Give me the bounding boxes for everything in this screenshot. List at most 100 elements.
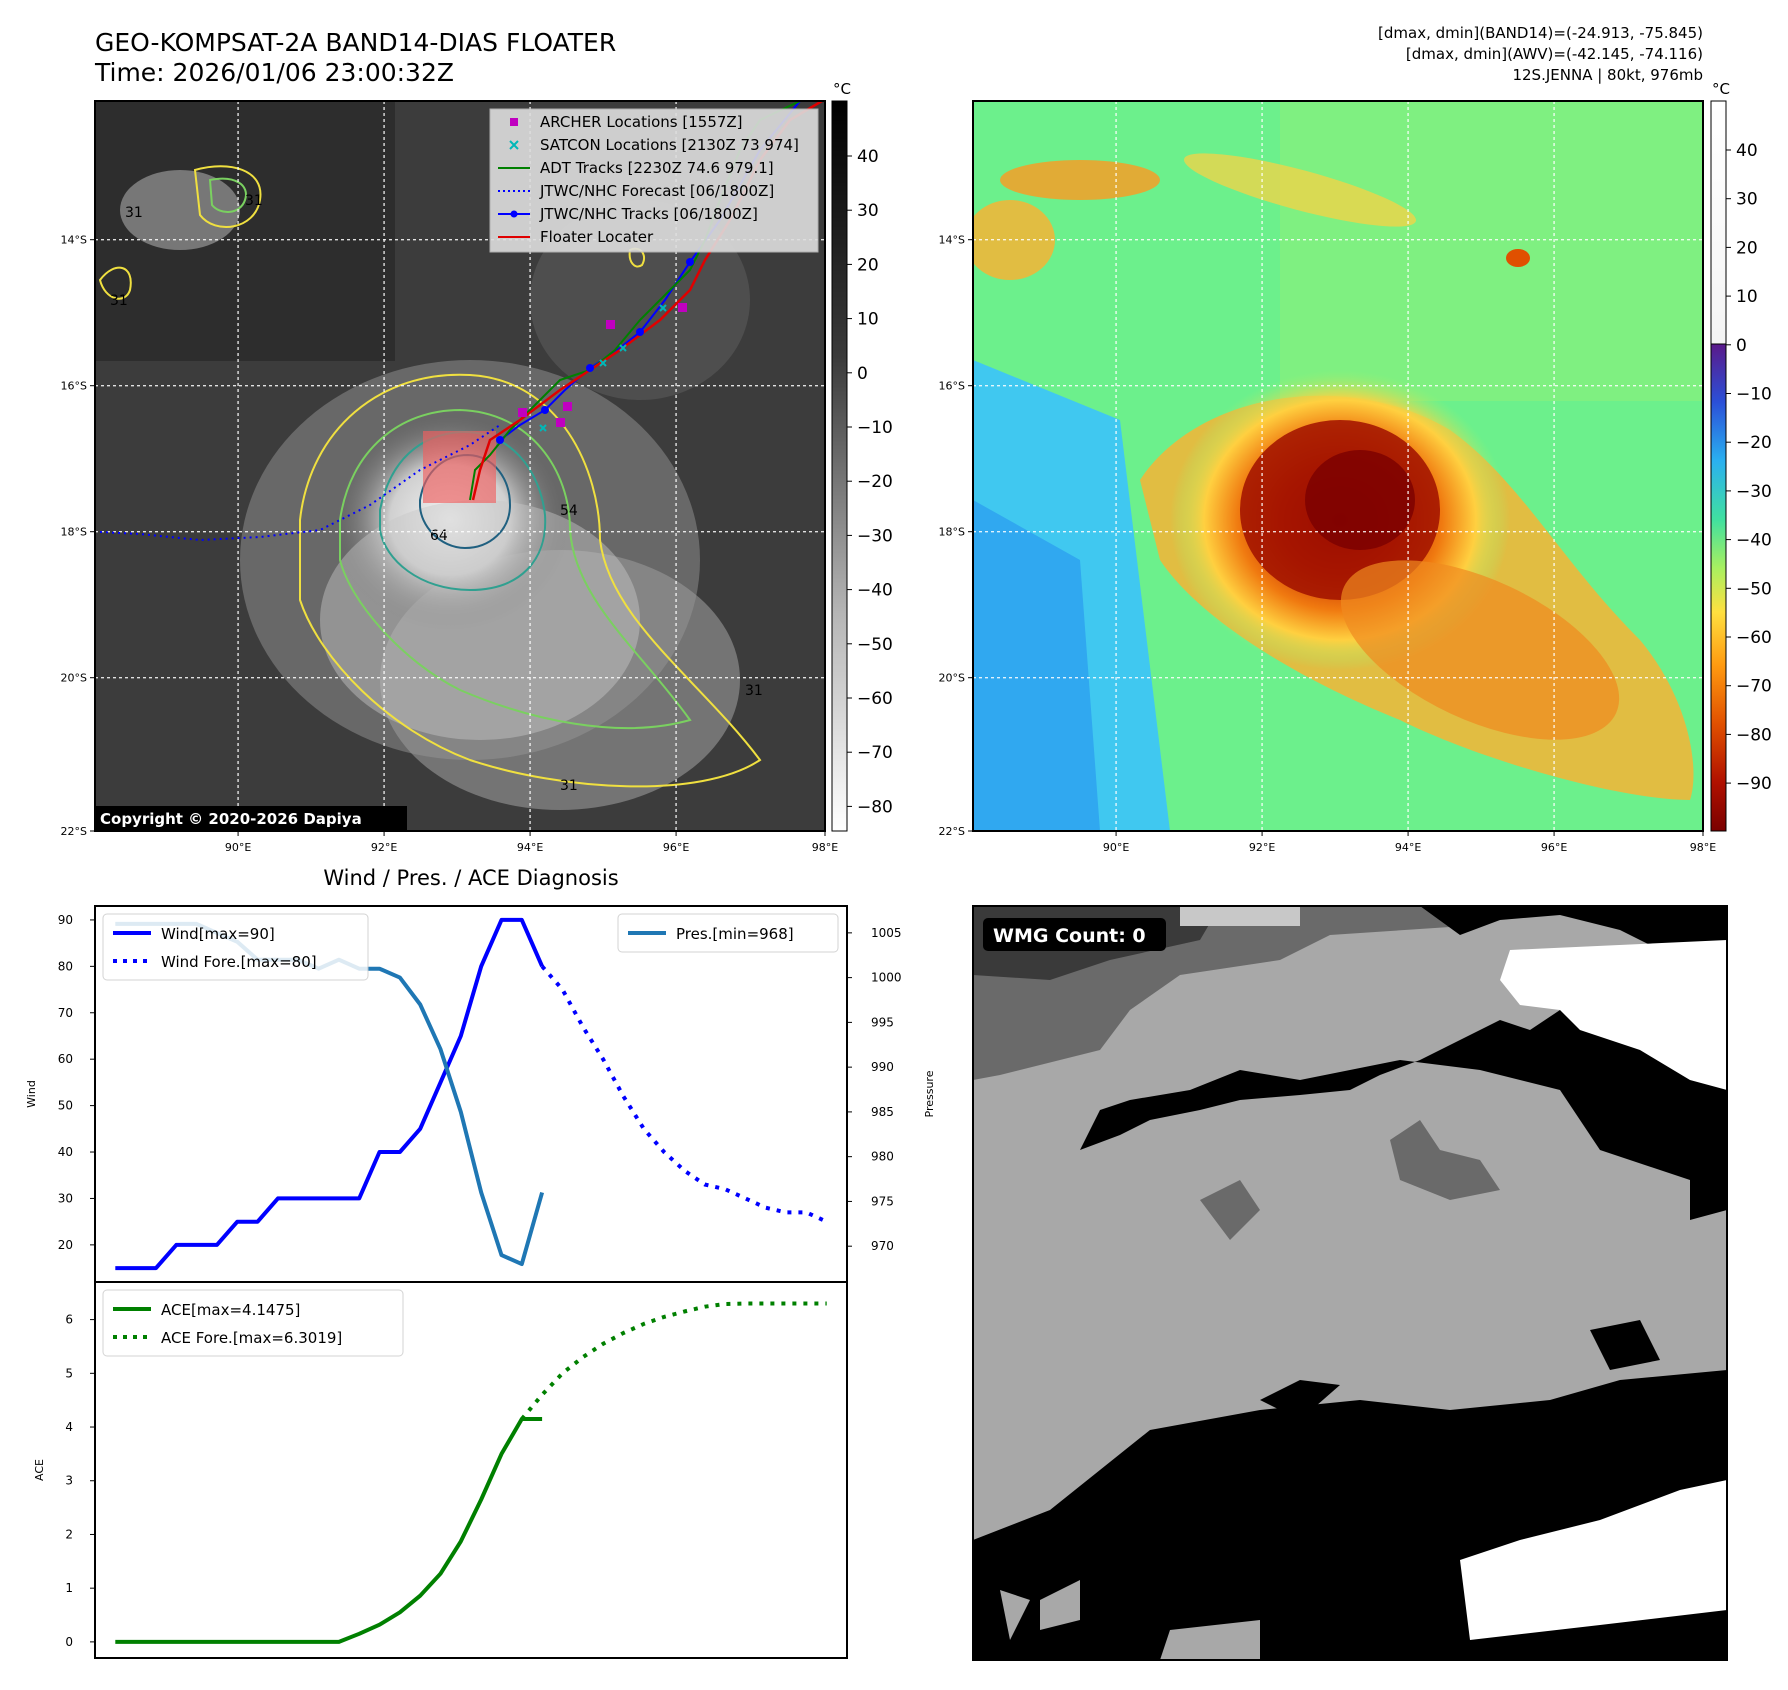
colorbar-tick-label: −10 [857, 418, 893, 438]
series-line [115, 917, 544, 1271]
colorbar-tick-label: −50 [1736, 579, 1772, 599]
colorbar-tick-label: −40 [1736, 531, 1772, 551]
legend-marker-square [510, 118, 518, 126]
awv-colorbar-top [1710, 100, 1727, 345]
colorbar-tick-label: −60 [1736, 628, 1772, 648]
ir-map-panel: 31 31 31 54 64 31 31 31 [61, 80, 893, 854]
jtwc-forecast-track [99, 424, 501, 542]
lat-tick-label: 22°S [939, 825, 965, 838]
diagnosis-title: Wind / Pres. / ACE Diagnosis [323, 866, 618, 890]
colorbar-tick-label: −60 [857, 689, 893, 709]
lat-tick-label: 20°S [61, 672, 87, 685]
satcon-points [539, 304, 667, 432]
chart-legend-label: Wind Fore.[max=80] [161, 953, 317, 971]
chart-legend-box [617, 913, 839, 953]
y-tick-label: 3 [65, 1474, 73, 1488]
legend-label: ARCHER Locations [1557Z] [540, 113, 743, 131]
colorbar-tick-label: −40 [857, 581, 893, 601]
lat-tick-label: 18°S [61, 526, 87, 539]
y2-tick-label: 985 [871, 1105, 894, 1119]
wind-pressure-chart: 20 30 40 50 60 70 80 90 970 975 980 985 990 995 1000 10… [58, 905, 902, 1283]
y2-tick-label: 1005 [871, 926, 902, 940]
colorbar-tick-label: 10 [857, 310, 879, 330]
legend-marker-dot [510, 210, 518, 218]
contour-label: 31 [560, 778, 578, 794]
legend-marker-x [509, 140, 519, 150]
chart-legend-box [102, 1289, 404, 1357]
wmg-count-badge [983, 918, 1166, 951]
y2-tick-label: 1000 [871, 971, 902, 985]
lon-tick-label: 90°E [225, 841, 251, 854]
y-tick-label: 1 [65, 1581, 73, 1595]
chart-legend-label: ACE Fore.[max=6.3019] [161, 1329, 342, 1347]
contour-label: 31 [745, 683, 763, 699]
colorbar-tick-label: 20 [1736, 238, 1758, 258]
contour-label: 31 [245, 193, 263, 209]
lon-tick-label: 96°E [663, 841, 689, 854]
lat-tick-label: 14°S [61, 234, 87, 247]
figure-title: GEO-KOMPSAT-2A BAND14-DIAS FLOATER [95, 28, 616, 57]
legend-label: ADT Tracks [2230Z 74.6 979.1] [540, 159, 774, 177]
colorbar-tick-label: −80 [1736, 725, 1772, 745]
archer-points [518, 303, 687, 427]
awv-map-panel: 14°S 16°S 18°S 20°S 22°S 90°E 92°E 94°E 96°E 98°E… [939, 80, 1772, 854]
floater-box [423, 431, 496, 503]
y2-tick-label: 975 [871, 1194, 894, 1208]
awv-colorbar-bottom [1710, 343, 1727, 832]
y-tick-label: 4 [65, 1420, 73, 1434]
series-line [540, 964, 828, 1224]
y-tick-label: 60 [58, 1052, 73, 1066]
wind-axis-label: Wind [25, 1080, 38, 1108]
lon-tick-label: 92°E [371, 841, 397, 854]
y-tick-label: 30 [58, 1191, 73, 1205]
ir-legend: ARCHER Locations [1557Z] SATCON Locations… [489, 108, 819, 253]
lon-tick-label: 92°E [1249, 841, 1275, 854]
colorbar-tick-label: −70 [857, 743, 893, 763]
y-tick-label: 20 [58, 1238, 73, 1252]
colorbar-tick-label: 10 [1736, 287, 1758, 307]
lon-tick-label: 94°E [517, 841, 543, 854]
jtwc-track-points [496, 258, 694, 444]
legend-label: SATCON Locations [2130Z 73 974] [540, 136, 799, 154]
ace-axis-label: ACE [33, 1459, 46, 1481]
chart-legend-label: Pres.[min=968] [676, 925, 794, 943]
y2-tick-label: 970 [871, 1239, 894, 1253]
band14-range: [dmax, dmin](BAND14)=(-24.913, -75.845) [1378, 24, 1703, 42]
pressure-axis-label: Pressure [923, 1070, 936, 1117]
colorbar-tick-label: 40 [1736, 141, 1758, 161]
lat-tick-label: 18°S [939, 526, 965, 539]
y-tick-label: 6 [65, 1313, 73, 1327]
wmg-panel: WMG Count: 0 [972, 905, 1728, 1661]
colorbar-tick-label: 30 [1736, 190, 1758, 210]
y2-tick-label: 990 [871, 1060, 894, 1074]
awv-colorbar-unit: °C [1712, 80, 1730, 98]
copyright-text: Copyright © 2020-2026 Dapiya [100, 810, 362, 828]
lon-tick-label: 90°E [1103, 841, 1129, 854]
y-tick-label: 50 [58, 1099, 73, 1113]
y2-tick-label: 980 [871, 1150, 894, 1164]
colorbar-tick-label: −10 [1736, 385, 1772, 405]
colorbar-tick-label: −80 [857, 797, 893, 817]
colorbar-tick-label: −20 [857, 472, 893, 492]
ir-colorbar-unit: °C [833, 80, 851, 98]
colorbar-tick-label: −50 [857, 635, 893, 655]
y-tick-label: 80 [58, 959, 73, 973]
colorbar-tick-label: −30 [1736, 482, 1772, 502]
lon-tick-label: 96°E [1541, 841, 1567, 854]
contour-label: 31 [110, 293, 128, 309]
contour-label: 64 [430, 528, 448, 544]
chart-legend-label: Wind[max=90] [161, 925, 275, 943]
ir-colorbar [831, 100, 848, 832]
series-line [115, 1417, 543, 1644]
legend-label: Floater Locater [540, 228, 654, 246]
colorbar-tick-label: −30 [857, 526, 893, 546]
y-tick-label: 70 [58, 1006, 73, 1020]
ace-chart: 0 1 2 3 4 5 6 ACE[max=4.1475] ACE Fore.[max=6.30… [65, 1281, 848, 1659]
copyright-badge [95, 806, 407, 831]
lon-tick-label: 94°E [1395, 841, 1421, 854]
y-tick-label: 40 [58, 1145, 73, 1159]
lat-tick-label: 20°S [939, 672, 965, 685]
colorbar-tick-label: 40 [857, 147, 879, 167]
colorbar-tick-label: −20 [1736, 433, 1772, 453]
